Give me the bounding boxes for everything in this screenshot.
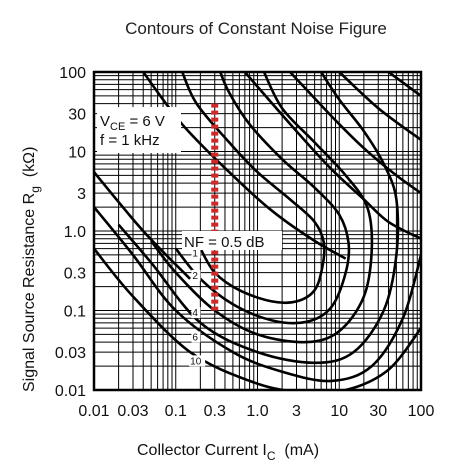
contour-label: 6 bbox=[192, 332, 198, 343]
y-tick-label: 0.1 bbox=[64, 304, 86, 321]
contour-line bbox=[289, 72, 421, 195]
y-tick-label: 0.01 bbox=[55, 383, 86, 400]
y-tick-label: 100 bbox=[59, 65, 86, 82]
contour-line bbox=[174, 72, 351, 325]
contour-line bbox=[338, 72, 421, 141]
chart-title: Contours of Constant Noise Figure bbox=[125, 19, 387, 38]
contour-line bbox=[117, 72, 400, 365]
x-tick-label: 0.01 bbox=[78, 403, 109, 420]
x-tick-label: 0.1 bbox=[165, 403, 187, 420]
contour-line bbox=[243, 72, 421, 240]
contour-label: 1 bbox=[192, 248, 198, 259]
y-axis-label: Signal Source Resistance Rg (kΩ) bbox=[21, 147, 42, 392]
x-tick-label: 0.3 bbox=[204, 403, 226, 420]
contour-label-bg bbox=[191, 331, 201, 343]
y-tick-label: 10 bbox=[68, 145, 86, 162]
contour-line bbox=[181, 72, 326, 305]
y-tick-labels: 100 30 10 3 1.0 0.3 0.1 0.03 0.01 bbox=[55, 65, 86, 400]
x-tick-label: 3 bbox=[292, 403, 301, 420]
x-tick-label: 100 bbox=[408, 403, 435, 420]
x-tick-label: 30 bbox=[369, 403, 387, 420]
nf-label: NF = 0.5 dB bbox=[184, 234, 264, 251]
x-axis-label: Collector Current IC (mA) bbox=[137, 442, 319, 463]
y-tick-label: 1.0 bbox=[64, 224, 86, 241]
y-tick-label: 3 bbox=[77, 186, 86, 203]
contour-line bbox=[94, 171, 192, 280]
contour-level-labels: 1 2 4 6 10 bbox=[189, 247, 206, 367]
x-tick-label: 1.0 bbox=[246, 403, 268, 420]
contour-line bbox=[387, 72, 421, 97]
contour-label: 2 bbox=[192, 271, 198, 282]
contour-label-bg bbox=[189, 355, 206, 367]
y-tick-label: 0.03 bbox=[55, 345, 86, 362]
nf-label-box bbox=[182, 231, 282, 250]
conditions-box bbox=[97, 107, 181, 153]
frequency-annotation: f = 1 kHz bbox=[100, 132, 160, 149]
contour-label: 4 bbox=[192, 308, 198, 319]
x-tick-labels: 0.01 0.03 0.1 0.3 1.0 3 10 30 100 bbox=[78, 403, 434, 420]
contour-label-bg bbox=[191, 269, 201, 281]
plot-area-frame bbox=[92, 70, 423, 392]
contour-line bbox=[94, 206, 421, 383]
contour-line bbox=[94, 247, 421, 390]
contour-label-bg bbox=[191, 307, 201, 319]
vce-annotation: VCE = 6 V bbox=[100, 113, 165, 133]
contour-label: 10 bbox=[190, 356, 202, 367]
contour-label-bg bbox=[191, 247, 201, 259]
x-tick-label: 0.03 bbox=[117, 403, 148, 420]
x-tick-label: 10 bbox=[330, 403, 348, 420]
y-tick-label: 30 bbox=[68, 107, 86, 124]
y-tick-label: 0.3 bbox=[64, 266, 86, 283]
